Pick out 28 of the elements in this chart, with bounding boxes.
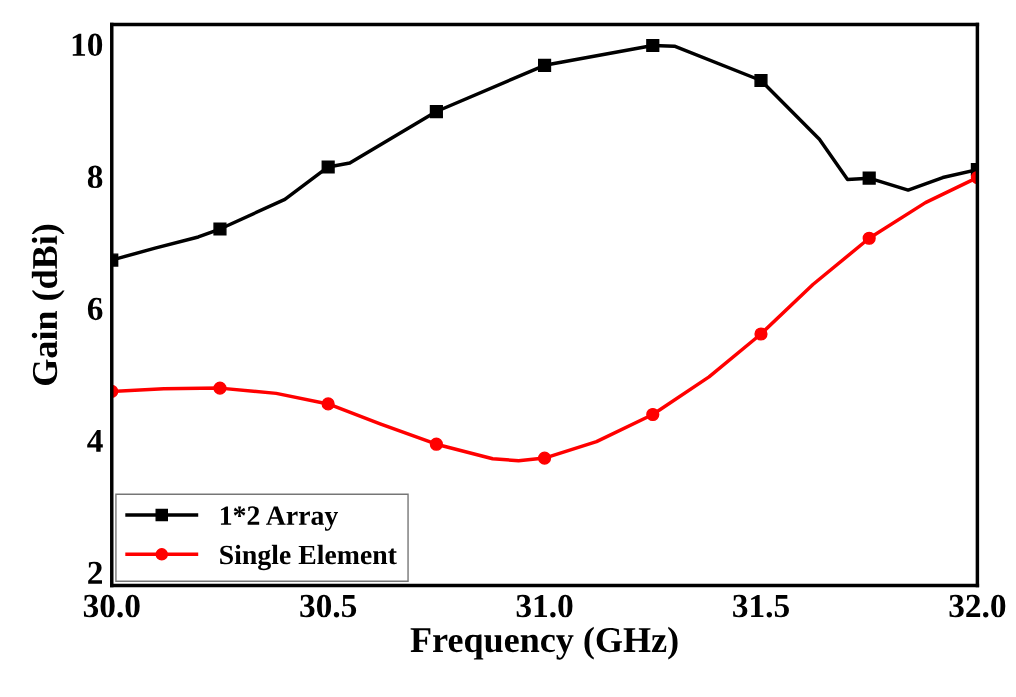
point bbox=[429, 104, 443, 119]
x-tick-label: 31.5 bbox=[733, 594, 789, 618]
x-tick-label: 30.5 bbox=[300, 594, 357, 618]
legend-label: 1*2 Array bbox=[220, 506, 339, 531]
y-tick-label: 10 bbox=[72, 33, 103, 57]
y-tick-label: 4 bbox=[87, 429, 103, 452]
point bbox=[537, 451, 552, 465]
legend-label: Single Element bbox=[220, 544, 397, 571]
point bbox=[321, 397, 335, 411]
point bbox=[537, 58, 552, 72]
y-tick-label: 8 bbox=[87, 165, 103, 189]
x-tick-label: 30.0 bbox=[83, 594, 140, 618]
x-tick-label: 32.0 bbox=[949, 594, 1006, 618]
y-tick-label: 6 bbox=[87, 297, 103, 321]
y-tick-label: 2 bbox=[88, 561, 102, 584]
x-tick-label: 31.0 bbox=[516, 594, 573, 618]
point bbox=[754, 73, 768, 88]
point bbox=[862, 231, 876, 245]
point bbox=[429, 437, 443, 451]
y-axis-title: Gain (dBi) bbox=[31, 224, 65, 385]
point bbox=[646, 407, 660, 422]
point bbox=[862, 171, 876, 185]
point bbox=[646, 38, 660, 53]
point bbox=[213, 222, 227, 236]
point bbox=[213, 381, 227, 395]
x-axis-title: Frequency (GHz) bbox=[410, 626, 678, 660]
point bbox=[754, 327, 768, 341]
point bbox=[321, 160, 335, 174]
